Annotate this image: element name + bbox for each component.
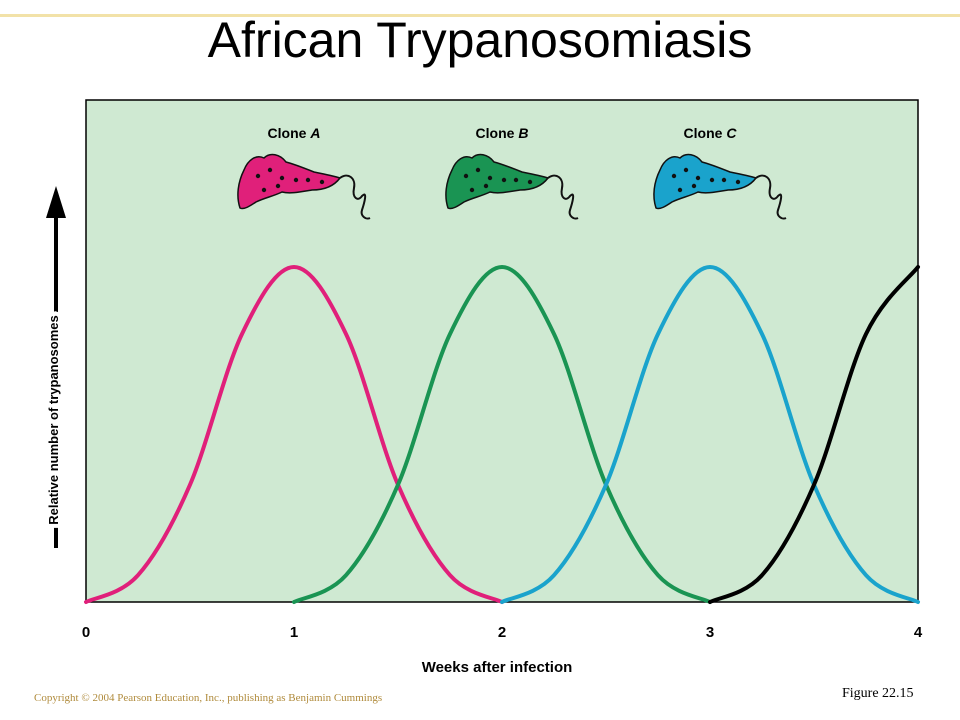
organisms: Clone A Clone B Clone C xyxy=(237,125,787,220)
trypanosome-flagellum xyxy=(339,174,371,220)
trypanosome-organelle xyxy=(279,175,285,181)
trypanosome-flagellum xyxy=(755,174,787,220)
trypanosome-organelle xyxy=(293,177,299,183)
trypanosome-organelle xyxy=(275,183,281,189)
top-rule xyxy=(0,14,960,17)
clone-b-curve xyxy=(292,264,712,604)
trypanosome-organelle xyxy=(671,173,677,179)
trypanosome-organelle xyxy=(735,179,741,185)
x-tick-label: 3 xyxy=(706,624,714,641)
trypanosome-organelle xyxy=(319,179,325,185)
trypanosome-flagellum xyxy=(547,174,579,220)
trypanosome-organelle xyxy=(305,177,311,183)
trypanosome-organelle xyxy=(527,179,533,185)
x-axis-label: Weeks after infection xyxy=(422,659,573,676)
trypanosome-organelle xyxy=(255,173,261,179)
trypanosome-organelle xyxy=(709,177,715,183)
trypanosome-body xyxy=(445,153,550,210)
trypanosome-body xyxy=(653,153,758,210)
clone-c-organism xyxy=(653,153,787,220)
x-tick-label: 1 xyxy=(290,624,298,641)
trypanosome-organelle xyxy=(267,167,273,173)
slide-title: African Trypanosomiasis xyxy=(207,12,753,68)
trypanosome-organelle xyxy=(487,175,493,181)
trypanosome-organelle xyxy=(469,187,475,193)
clone-a-organism xyxy=(237,153,371,220)
trypanosome-organelle xyxy=(513,177,519,183)
trypanosome-organelle xyxy=(483,183,489,189)
x-tick-label: 2 xyxy=(498,624,506,641)
copyright-notice: Copyright © 2004 Pearson Education, Inc.… xyxy=(34,692,383,704)
next-clone-curve xyxy=(708,265,920,604)
trypanosome-organelle xyxy=(683,167,689,173)
clone-a-curve xyxy=(84,264,504,604)
trypanosome-organelle xyxy=(695,175,701,181)
figure-label: Figure 22.15 xyxy=(842,686,914,701)
trypanosome-organelle xyxy=(261,187,267,193)
trypanosome-organelle xyxy=(475,167,481,173)
y-axis-label: Relative number of trypanosomes xyxy=(46,315,61,525)
x-tick-label: 0 xyxy=(82,624,90,641)
trypanosome-organelle xyxy=(677,187,683,193)
trypanosome-organelle xyxy=(501,177,507,183)
trypanosome-body xyxy=(237,153,342,210)
trypanosome-organelle xyxy=(463,173,469,179)
trypanosome-organelle xyxy=(691,183,697,189)
curves xyxy=(84,264,920,604)
x-axis-ticks: 0 1 2 3 4 xyxy=(82,624,923,641)
y-axis-arrow xyxy=(46,186,66,548)
clone-label: Clone C xyxy=(684,125,738,141)
clone-label: Clone B xyxy=(476,125,529,141)
clone-c-curve xyxy=(500,264,920,604)
trypanosome-organelle xyxy=(721,177,727,183)
x-tick-label: 4 xyxy=(914,624,923,641)
clone-label: Clone A xyxy=(268,125,321,141)
clone-b-organism xyxy=(445,153,579,220)
